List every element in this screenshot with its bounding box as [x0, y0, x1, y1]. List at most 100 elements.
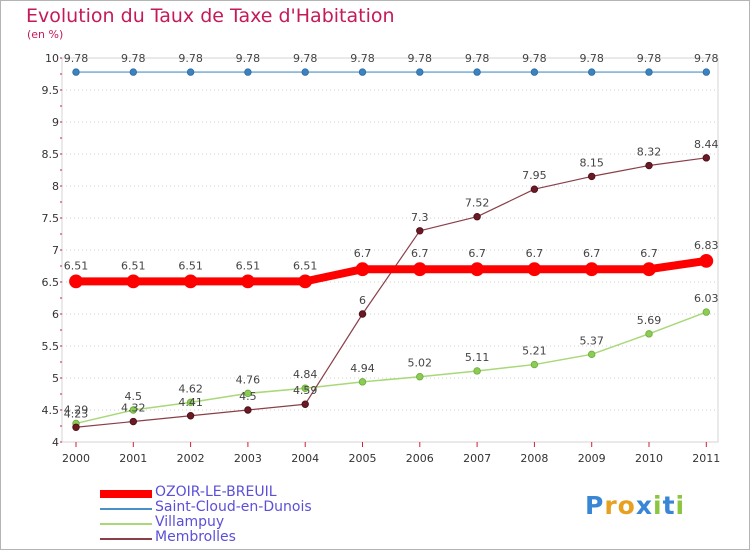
- x-tick-label: 2004: [291, 452, 319, 465]
- data-point-saint-cloud-en-dunois: [702, 68, 710, 76]
- data-label-villampuy: 6.03: [694, 292, 719, 305]
- data-label-membrolles: 8.15: [579, 156, 604, 169]
- data-point-membrolles: [72, 423, 80, 431]
- data-point-saint-cloud-en-dunois: [72, 68, 80, 76]
- y-tick-label: 9: [52, 116, 59, 129]
- data-label-layer: 9.78 9.78 9.78 9.78 9.78 9.78 9.78 9.78 9.78 9.78…: [64, 52, 719, 420]
- data-label-ozoir-le-breuil: 6.7: [640, 247, 658, 260]
- data-label-membrolles: 6: [359, 294, 366, 307]
- logo-letter: i: [653, 491, 663, 520]
- logo-letter: i: [675, 491, 686, 520]
- data-point-villampuy: [702, 308, 710, 316]
- data-point-villampuy: [186, 398, 195, 407]
- data-point-membrolles: [186, 412, 195, 420]
- data-label-villampuy: 5.69: [637, 314, 662, 327]
- data-label-ozoir-le-breuil: 6.7: [526, 247, 544, 260]
- x-tick-label: 2008: [520, 452, 548, 465]
- data-label-membrolles: 4.23: [64, 407, 89, 420]
- legend-label: Saint-Cloud-en-Dunois: [155, 499, 312, 515]
- data-point-villampuy: [358, 378, 367, 386]
- series-line-villampuy: [75, 311, 708, 425]
- data-label-saint-cloud-en-dunois: 9.78: [522, 52, 547, 65]
- data-label-ozoir-le-breuil: 6.51: [121, 259, 146, 272]
- y-tick-label: 4: [52, 436, 59, 449]
- data-point-ozoir-le-breuil: [69, 274, 83, 289]
- data-point-membrolles: [645, 161, 653, 170]
- data-label-membrolles: 4.59: [293, 384, 318, 397]
- data-point-membrolles: [358, 310, 367, 318]
- x-tick-label: 2002: [177, 452, 205, 465]
- logo-letter: o: [617, 491, 636, 520]
- y-tick-label: 6.5: [42, 276, 60, 289]
- data-label-membrolles: 7.52: [465, 197, 490, 210]
- data-label-saint-cloud-en-dunois: 9.78: [465, 52, 490, 65]
- data-label-ozoir-le-breuil: 6.51: [64, 259, 89, 272]
- data-label-villampuy: 4.29: [64, 403, 89, 416]
- data-point-membrolles: [588, 172, 596, 181]
- data-point-saint-cloud-en-dunois: [416, 68, 424, 76]
- x-tick-label: 2006: [406, 452, 434, 465]
- data-label-saint-cloud-en-dunois: 9.78: [293, 52, 318, 65]
- x-tick-label: 2000: [62, 452, 90, 465]
- data-label-villampuy: 4.84: [293, 368, 318, 381]
- data-label-villampuy: 5.02: [408, 357, 433, 370]
- logo-letter: r: [604, 491, 618, 520]
- data-label-ozoir-le-breuil: 6.7: [411, 247, 429, 260]
- data-point-membrolles: [244, 406, 252, 414]
- legend-swatch: [100, 523, 152, 525]
- data-point-villampuy: [129, 406, 137, 414]
- data-label-ozoir-le-breuil: 6.51: [178, 259, 203, 272]
- x-tick-label: 2001: [119, 452, 147, 465]
- data-point-membrolles: [416, 227, 424, 235]
- x-tick-label: 2009: [578, 452, 606, 465]
- data-label-membrolles: 7.3: [411, 211, 429, 224]
- data-point-ozoir-le-breuil: [183, 274, 198, 289]
- chart-title: Evolution du Taux de Taxe d'Habitation: [26, 5, 395, 27]
- grid-layer: [61, 57, 719, 443]
- data-label-villampuy: 5.11: [465, 351, 490, 364]
- y-tick-label: 5.5: [42, 340, 60, 353]
- data-point-saint-cloud-en-dunois: [588, 68, 596, 76]
- data-point-membrolles: [530, 185, 539, 193]
- series-line-membrolles: [75, 157, 707, 428]
- data-point-saint-cloud-en-dunois: [301, 68, 309, 76]
- data-label-saint-cloud-en-dunois: 9.78: [64, 52, 89, 65]
- x-tick-label: 2005: [349, 452, 377, 465]
- data-point-villampuy: [416, 373, 424, 381]
- data-point-villampuy: [244, 389, 252, 398]
- data-label-villampuy: 5.37: [579, 334, 604, 347]
- data-label-saint-cloud-en-dunois: 9.78: [121, 52, 146, 65]
- data-label-villampuy: 4.76: [236, 373, 261, 386]
- data-point-villampuy: [645, 330, 653, 338]
- data-label-membrolles: 4.32: [121, 402, 146, 415]
- data-label-membrolles: 4.5: [239, 390, 257, 403]
- data-label-saint-cloud-en-dunois: 9.78: [579, 52, 604, 65]
- data-point-ozoir-le-breuil: [470, 262, 485, 277]
- data-label-saint-cloud-en-dunois: 9.78: [694, 52, 719, 65]
- x-tick-label: 2007: [463, 452, 491, 465]
- data-label-saint-cloud-en-dunois: 9.78: [350, 52, 375, 65]
- data-point-saint-cloud-en-dunois: [129, 68, 137, 76]
- data-point-saint-cloud-en-dunois: [358, 68, 367, 76]
- data-label-membrolles: 8.32: [637, 146, 662, 159]
- y-tick-label: 8.5: [42, 148, 60, 161]
- data-point-ozoir-le-breuil: [699, 253, 714, 268]
- data-point-ozoir-le-breuil: [240, 274, 255, 289]
- y-tick-label: 9.5: [42, 84, 60, 97]
- data-label-villampuy: 5.21: [522, 345, 547, 358]
- data-point-ozoir-le-breuil: [126, 274, 141, 289]
- logo-letter: t: [662, 491, 676, 520]
- data-label-ozoir-le-breuil: 6.7: [468, 247, 486, 260]
- data-point-villampuy: [473, 367, 481, 375]
- data-label-membrolles: 8.44: [694, 138, 719, 151]
- y-tick-label: 6: [52, 308, 59, 321]
- data-point-saint-cloud-en-dunois: [473, 68, 481, 76]
- data-point-membrolles: [473, 213, 481, 221]
- y-tick-label: 7.5: [42, 212, 60, 225]
- data-point-villampuy: [301, 384, 309, 392]
- data-point-membrolles: [301, 400, 309, 408]
- data-point-ozoir-le-breuil: [355, 262, 370, 277]
- legend-swatch: [100, 538, 152, 540]
